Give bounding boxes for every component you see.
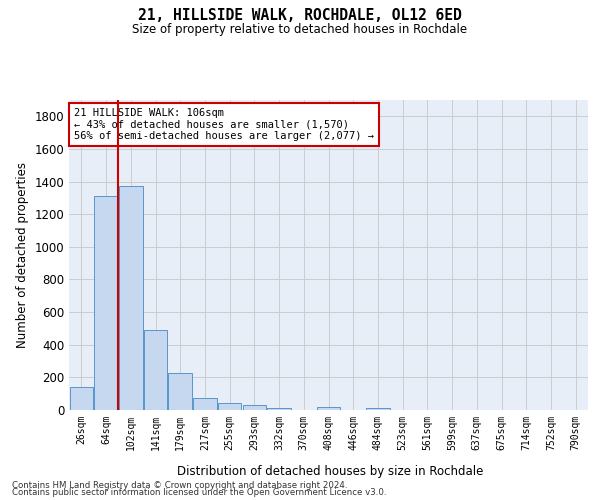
Bar	[268, 408, 291, 410]
Bar	[144, 330, 167, 410]
Bar	[169, 374, 192, 410]
Bar	[242, 405, 266, 410]
Text: 21, HILLSIDE WALK, ROCHDALE, OL12 6ED: 21, HILLSIDE WALK, ROCHDALE, OL12 6ED	[138, 8, 462, 22]
Text: Contains public sector information licensed under the Open Government Licence v3: Contains public sector information licen…	[12, 488, 386, 497]
Bar	[193, 398, 217, 410]
Y-axis label: Number of detached properties: Number of detached properties	[16, 162, 29, 348]
Text: Size of property relative to detached houses in Rochdale: Size of property relative to detached ho…	[133, 22, 467, 36]
Bar	[94, 196, 118, 410]
Bar	[366, 408, 389, 410]
Bar	[119, 186, 143, 410]
Text: Distribution of detached houses by size in Rochdale: Distribution of detached houses by size …	[177, 464, 483, 477]
Text: Contains HM Land Registry data © Crown copyright and database right 2024.: Contains HM Land Registry data © Crown c…	[12, 480, 347, 490]
Text: 21 HILLSIDE WALK: 106sqm
← 43% of detached houses are smaller (1,570)
56% of sem: 21 HILLSIDE WALK: 106sqm ← 43% of detach…	[74, 108, 374, 141]
Bar	[70, 387, 93, 410]
Bar	[317, 406, 340, 410]
Bar	[218, 402, 241, 410]
